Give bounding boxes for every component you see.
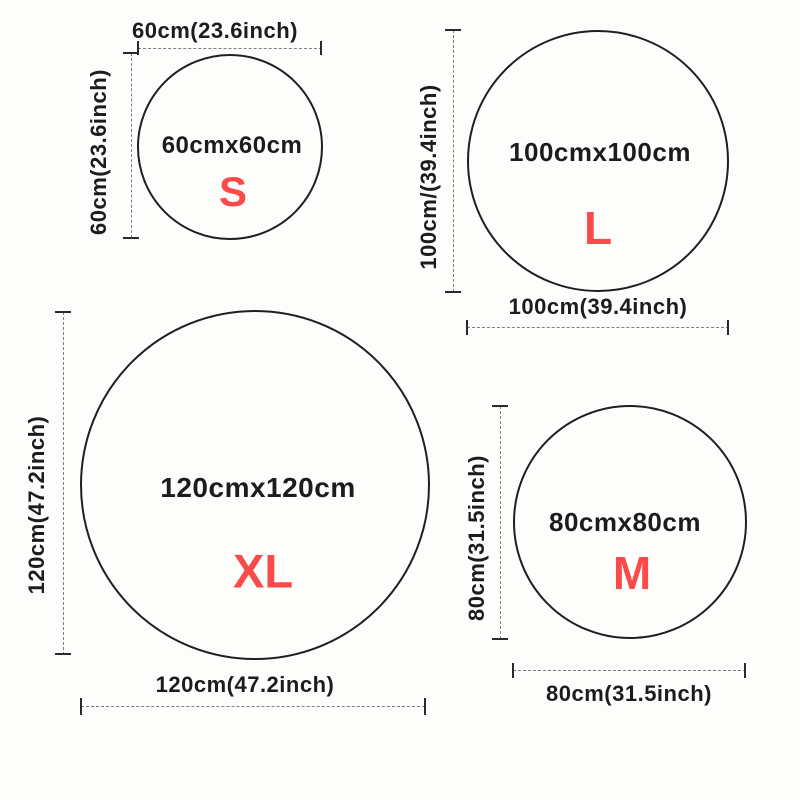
size-l-height-label: 100cm/(39.4inch) (416, 84, 441, 270)
size-s-height-label: 60cm(23.6inch) (86, 69, 111, 235)
size-m-height-tick-bottom (492, 638, 508, 640)
size-xl-height-dimension-line (63, 312, 64, 655)
size-l-width-label: 100cm(39.4inch) (508, 294, 688, 319)
size-l-width-dimension-line (467, 327, 729, 328)
size-s-letter: S (218, 168, 248, 215)
size-xl-dimensions-text: 120cmx120cm (160, 472, 356, 503)
size-m-height-dimension-line (500, 406, 501, 639)
size-m-circle (513, 405, 747, 639)
size-xl-height-tick-top (55, 311, 71, 313)
size-l-letter: L (583, 202, 613, 254)
size-xl-width-label: 120cm(47.2inch) (155, 672, 335, 697)
size-l-width-tick-left (466, 320, 468, 335)
size-s-dimensions-text: 60cmx60cm (161, 132, 303, 159)
size-xl-letter: XL (232, 544, 294, 598)
size-l-dimensions-text: 100cmx100cm (509, 137, 691, 167)
size-s-width-dimension-line (138, 48, 322, 49)
size-xl-width-tick-right (424, 698, 426, 715)
size-s-height-dimension-line (131, 53, 132, 238)
size-s-height-tick-top (123, 52, 139, 54)
size-l-width-tick-right (727, 320, 729, 335)
size-l-height-tick-top (445, 29, 461, 31)
size-xl-height-label: 120cm(47.2inch) (24, 415, 49, 595)
size-m-width-tick-right (744, 663, 746, 678)
size-s-height-tick-bottom (123, 237, 139, 239)
size-xl-height-tick-bottom (55, 653, 71, 655)
size-s-width-tick-left (137, 41, 139, 55)
size-m-width-tick-left (512, 663, 514, 678)
size-s-width-label: 60cm(23.6inch) (132, 18, 298, 43)
size-m-letter: M (612, 547, 652, 599)
size-m-height-label: 80cm(31.5inch) (464, 455, 489, 621)
size-l-height-dimension-line (453, 30, 454, 292)
size-s-width-tick-right (320, 41, 322, 55)
size-m-width-dimension-line (513, 670, 746, 671)
size-xl-width-dimension-line (81, 706, 425, 707)
size-l-circle (467, 30, 729, 292)
size-s-circle (137, 54, 323, 240)
size-m-height-tick-top (492, 405, 508, 407)
size-l-height-tick-bottom (445, 291, 461, 293)
size-m-width-label: 80cm(31.5inch) (546, 681, 712, 706)
size-xl-circle (80, 310, 430, 660)
size-xl-width-tick-left (80, 698, 82, 715)
size-m-dimensions-text: 80cmx80cm (549, 507, 701, 537)
